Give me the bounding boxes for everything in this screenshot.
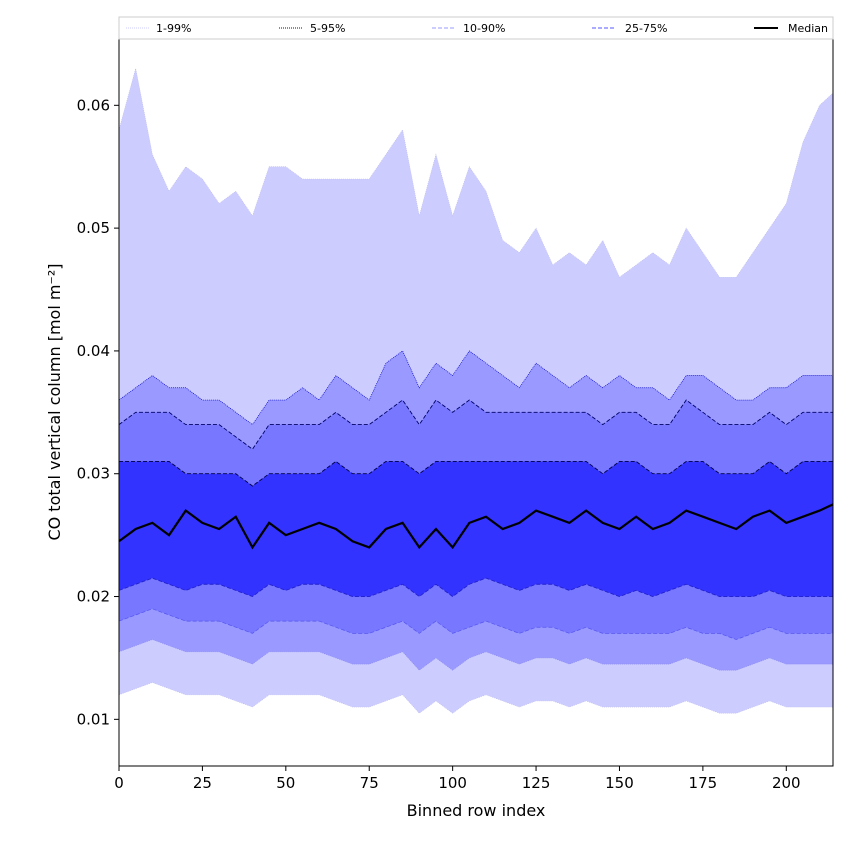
y-tick-label: 0.02 xyxy=(77,588,110,606)
y-axis: 0.01 0.02 0.03 0.04 0.05 0.06 xyxy=(77,96,119,728)
series-line-25pct xyxy=(118,577,833,598)
x-tick-label: 75 xyxy=(360,774,379,792)
y-tick-label: 0.01 xyxy=(77,710,110,728)
series-line-1pct xyxy=(118,682,833,714)
y-tick-label: 0.05 xyxy=(77,219,110,237)
legend-box xyxy=(118,16,834,40)
x-tick-label: 150 xyxy=(605,774,634,792)
x-axis: 0 25 50 75 100 125 150 175 200 xyxy=(114,766,801,792)
y-tick-label: 0.06 xyxy=(77,96,110,114)
x-tick-label: 125 xyxy=(522,774,551,792)
series-line-90pct xyxy=(118,399,833,450)
x-tick-label: 50 xyxy=(276,774,295,792)
legend-label: 25-75% xyxy=(625,22,667,35)
legend-label: 1-99% xyxy=(156,22,191,35)
y-axis-label: CO total vertical column [mol m⁻²] xyxy=(45,263,64,540)
series-line-10pct xyxy=(118,608,833,640)
legend-label: 5-95% xyxy=(310,22,345,35)
percentile-lines xyxy=(118,68,834,714)
x-tick-label: 0 xyxy=(114,774,124,792)
legend: 1-99% 5-95% 10-90% 25-75% Median xyxy=(118,16,834,40)
x-tick-label: 175 xyxy=(689,774,718,792)
x-tick-label: 200 xyxy=(772,774,801,792)
series-line-95pct xyxy=(118,350,833,426)
legend-label: Median xyxy=(788,22,828,35)
series-line-5pct xyxy=(118,639,833,671)
legend-label: 10-90% xyxy=(463,22,505,35)
y-tick-label: 0.03 xyxy=(77,465,110,483)
band-25-75 xyxy=(119,461,833,597)
y-tick-label: 0.04 xyxy=(77,342,110,360)
x-tick-label: 25 xyxy=(193,774,212,792)
series-line-75pct xyxy=(119,460,833,487)
x-tick-label: 100 xyxy=(438,774,467,792)
x-axis-label: Binned row index xyxy=(407,801,546,820)
series-line-median xyxy=(118,503,834,550)
